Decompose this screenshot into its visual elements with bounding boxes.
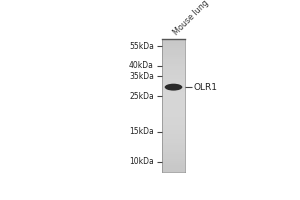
- Text: 10kDa: 10kDa: [129, 157, 154, 166]
- Bar: [163, 163, 184, 165]
- Bar: [163, 101, 184, 103]
- Bar: [163, 46, 184, 48]
- Bar: [163, 66, 184, 68]
- Bar: [163, 156, 184, 159]
- Bar: [163, 108, 184, 110]
- Bar: [163, 152, 184, 154]
- Text: 15kDa: 15kDa: [129, 127, 154, 136]
- Bar: [163, 137, 184, 139]
- Bar: [163, 68, 184, 70]
- Bar: [163, 88, 184, 90]
- Bar: [163, 123, 184, 125]
- Bar: [163, 39, 184, 42]
- Text: 25kDa: 25kDa: [129, 92, 154, 101]
- Bar: [163, 130, 184, 132]
- Bar: [163, 61, 184, 64]
- Bar: [163, 70, 184, 73]
- Bar: [163, 112, 184, 114]
- Bar: [163, 79, 184, 81]
- Bar: [163, 106, 184, 108]
- Bar: [163, 77, 184, 79]
- Ellipse shape: [165, 84, 182, 91]
- Bar: [163, 97, 184, 99]
- Bar: [163, 103, 184, 106]
- Bar: [163, 44, 184, 46]
- Bar: [163, 119, 184, 121]
- Text: OLR1: OLR1: [194, 83, 218, 92]
- Bar: [163, 154, 184, 156]
- Bar: [163, 121, 184, 123]
- Bar: [163, 73, 184, 75]
- Bar: [163, 134, 184, 137]
- Bar: [163, 139, 184, 141]
- Bar: [163, 141, 184, 143]
- Bar: [163, 128, 184, 130]
- Bar: [163, 64, 184, 66]
- Bar: [163, 148, 184, 150]
- Bar: [163, 143, 184, 145]
- Bar: [163, 75, 184, 77]
- Bar: [163, 114, 184, 117]
- Bar: [163, 95, 184, 97]
- Bar: [163, 117, 184, 119]
- Bar: [163, 110, 184, 112]
- Bar: [163, 42, 184, 44]
- Bar: [163, 92, 184, 95]
- Bar: [163, 150, 184, 152]
- Text: 55kDa: 55kDa: [129, 42, 154, 51]
- Text: 35kDa: 35kDa: [129, 72, 154, 81]
- Bar: [163, 50, 184, 53]
- Bar: [163, 84, 184, 86]
- Text: Mouse lung: Mouse lung: [172, 0, 211, 37]
- Bar: [163, 165, 184, 167]
- Bar: [163, 86, 184, 88]
- Bar: [163, 81, 184, 84]
- Bar: [163, 125, 184, 128]
- Bar: [163, 90, 184, 92]
- Bar: [163, 170, 184, 172]
- Bar: [163, 57, 184, 59]
- Bar: [163, 53, 184, 55]
- Bar: [163, 161, 184, 163]
- Bar: [163, 159, 184, 161]
- Bar: [163, 167, 184, 170]
- Bar: [163, 145, 184, 148]
- Bar: [163, 132, 184, 134]
- Text: 40kDa: 40kDa: [129, 61, 154, 70]
- Bar: [163, 48, 184, 50]
- Bar: [163, 55, 184, 57]
- Bar: [163, 59, 184, 61]
- Bar: [163, 99, 184, 101]
